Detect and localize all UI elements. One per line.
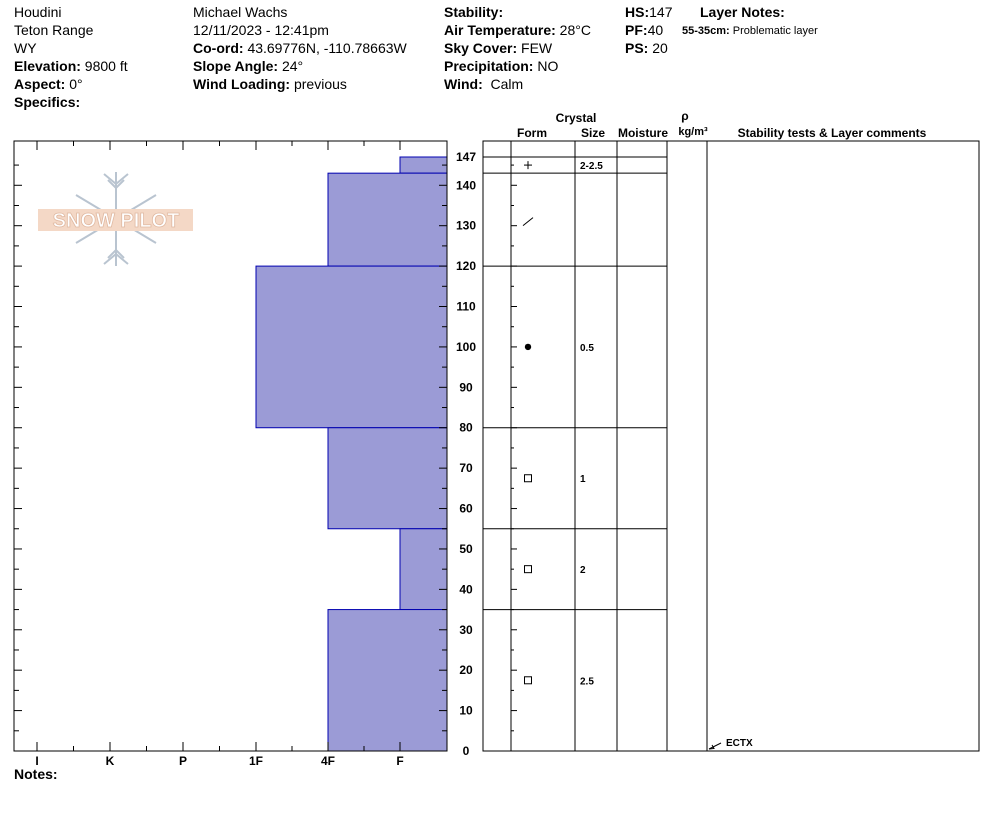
- depth-label-130: 130: [456, 219, 476, 233]
- coord-value: 43.69776N, -110.78663W: [247, 40, 407, 56]
- location-range: Teton Range: [14, 22, 94, 38]
- column-header-size: Size: [581, 126, 605, 140]
- depth-label-90: 90: [459, 380, 473, 394]
- column-header-crystal: Crystal: [556, 111, 597, 125]
- hardness-bar-1: [327, 172, 448, 267]
- depth-label-0: 0: [463, 744, 470, 758]
- slope-value: 24°: [281, 58, 304, 74]
- wind-loading-value: previous: [293, 76, 347, 92]
- location-state: WY: [14, 40, 37, 56]
- crystal-form-2: [524, 343, 532, 351]
- depths-block: HS:147 PF:40 PS: 20: [625, 3, 672, 57]
- conditions-block: Stability: Air Temperature: 28°C Sky Cov…: [444, 3, 591, 93]
- depth-label-20: 20: [459, 663, 473, 677]
- depth-label-80: 80: [459, 421, 473, 435]
- crystal-size-3: 1: [580, 474, 586, 485]
- crystal-size-5: 2.5: [580, 676, 594, 687]
- hardness-layers: [255, 156, 448, 752]
- hardness-label-K: K: [106, 754, 115, 768]
- crystal-form-5: [524, 676, 532, 685]
- depth-label-100: 100: [456, 340, 476, 354]
- crystal-form-3: [524, 474, 532, 483]
- pf-value: 40: [647, 22, 664, 38]
- depth-label-120: 120: [456, 259, 476, 273]
- elevation-value: 9800 ft: [84, 58, 128, 74]
- depth-label-30: 30: [459, 623, 473, 637]
- stability-row: Stability:: [444, 4, 504, 20]
- crystal-form-4: [524, 565, 532, 574]
- location-block: Houdini Teton Range WY Elevation: 9800 f…: [14, 3, 128, 111]
- observer-block: Michael Wachs 12/11/2023 - 12:41pm Co-or…: [193, 3, 407, 93]
- notes-label: Notes:: [14, 766, 58, 782]
- layer-notes-range: 55-35cm:: [682, 25, 730, 37]
- hardness-bar-2: [255, 265, 448, 429]
- wind-value: Calm: [490, 76, 524, 92]
- sky-row: Sky Cover: FEW: [444, 40, 553, 56]
- hardness-frame: I K P 1F 4F F 0 10 20 30 40 50 60 70 80 90 100 110 120 130 1…: [13, 140, 476, 768]
- hardness-bar-5: [327, 609, 448, 752]
- hs-value: 147: [649, 4, 673, 20]
- test-arrowhead-0: [708, 744, 715, 750]
- observer-name: Michael Wachs: [193, 4, 288, 20]
- depth-label-10: 10: [459, 704, 473, 718]
- crystal-size-4: 2: [580, 565, 586, 576]
- coord-row: Co-ord: 43.69776N, -110.78663W: [193, 40, 407, 56]
- depth-label-110: 110: [456, 300, 476, 314]
- hs-row: HS:147: [625, 4, 673, 20]
- depth-label-50: 50: [459, 542, 473, 556]
- hardness-bar-4: [399, 528, 448, 611]
- crystal-size-2: 0.5: [580, 343, 594, 354]
- observation-datetime: 12/11/2023 - 12:41pm: [193, 22, 329, 38]
- test-label-0: ECTX: [726, 738, 753, 749]
- test-pointer-0: [708, 742, 722, 750]
- logo-band: [38, 209, 193, 231]
- precip-row: Precipitation: NO: [444, 58, 559, 74]
- hardness-bar-0: [399, 156, 448, 174]
- aspect-row: Aspect: 0°: [14, 76, 83, 92]
- ps-row: PS: 20: [625, 40, 668, 56]
- depth-label-147: 147: [456, 150, 476, 164]
- hardness-label-4F: 4F: [321, 754, 335, 768]
- layer-notes-entry: 55-35cm: Problematic layer: [682, 22, 818, 40]
- sky-value: FEW: [521, 40, 553, 56]
- aspect-value: 0°: [69, 76, 83, 92]
- air-temp-row: Air Temperature: 28°C: [444, 22, 591, 38]
- column-header-moisture: Moisture: [618, 126, 668, 140]
- hardness-label-1F: 1F: [249, 754, 263, 768]
- specifics-row: Specifics:: [14, 94, 81, 110]
- hardness-label-I: I: [35, 754, 38, 768]
- hardness-bar-3: [327, 427, 448, 530]
- table-border: [482, 140, 980, 752]
- wind-row: Wind: Calm: [444, 76, 524, 92]
- air-temp-value: 28°C: [559, 22, 591, 38]
- location-name: Houdini: [14, 4, 62, 20]
- logo-text: SNOW PILOT: [53, 210, 180, 232]
- pf-row: PF:40: [625, 22, 664, 38]
- column-header-comments: Stability tests & Layer comments: [738, 126, 927, 140]
- hardness-plot-border: [13, 140, 448, 752]
- layer-notes-title: Layer Notes:: [700, 4, 785, 20]
- snowpilot-logo: SNOW PILOT: [38, 172, 193, 266]
- crystal-table: Crystal Form Size Moisture ρ kg/m³ Stability t…: [482, 109, 980, 752]
- ps-value: 20: [652, 40, 668, 56]
- crystal-form-1: [522, 217, 534, 227]
- depth-label-140: 140: [456, 178, 476, 192]
- precip-value: NO: [537, 58, 559, 74]
- elevation-row: Elevation: 9800 ft: [14, 58, 128, 74]
- depth-label-60: 60: [459, 502, 473, 516]
- depth-label-70: 70: [459, 461, 473, 475]
- depth-label-40: 40: [459, 582, 473, 596]
- layer-notes-text: Problematic layer: [732, 25, 818, 37]
- column-header-density: kg/m³: [678, 126, 708, 138]
- wind-loading-row: Wind Loading: previous: [193, 76, 347, 92]
- crystal-size-0: 2-2.5: [580, 161, 603, 172]
- column-header-rho: ρ: [681, 109, 688, 123]
- hardness-label-P: P: [179, 754, 187, 768]
- column-header-form: Form: [517, 126, 547, 140]
- slope-row: Slope Angle: 24°: [193, 58, 304, 74]
- hardness-label-F: F: [396, 754, 403, 768]
